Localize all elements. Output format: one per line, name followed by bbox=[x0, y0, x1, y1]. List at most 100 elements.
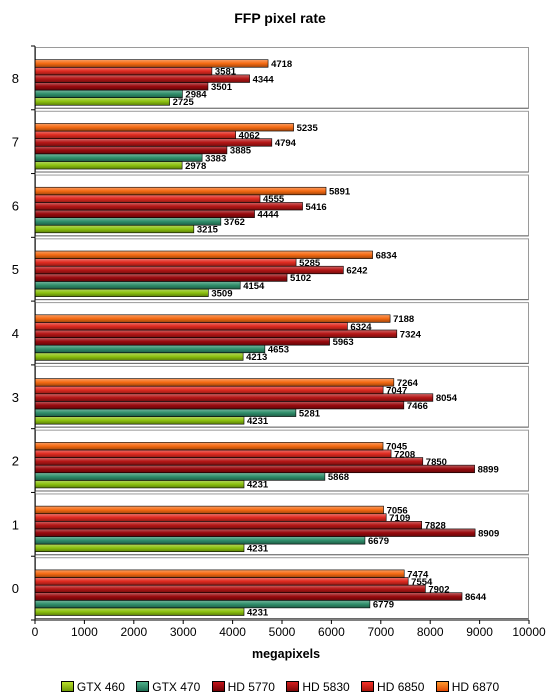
legend-item: HD 5770 bbox=[211, 679, 275, 694]
y-tick-label: 4 bbox=[12, 326, 19, 341]
data-label: 7109 bbox=[389, 513, 410, 524]
bar bbox=[34, 416, 245, 425]
x-tick-label: 1000 bbox=[71, 625, 98, 639]
legend-item: HD 6850 bbox=[361, 679, 424, 694]
bar bbox=[34, 378, 395, 387]
data-label: 3581 bbox=[215, 67, 237, 78]
bar bbox=[34, 584, 426, 593]
data-label: 7047 bbox=[386, 386, 407, 397]
legend-swatch bbox=[211, 681, 225, 693]
bar bbox=[34, 599, 371, 609]
legend-swatch bbox=[361, 681, 375, 693]
y-tick-label: 8 bbox=[12, 71, 19, 86]
bar bbox=[34, 513, 387, 522]
x-axis-title: megapixels bbox=[252, 647, 320, 661]
bar bbox=[34, 352, 244, 361]
data-label: 7902 bbox=[428, 585, 449, 596]
y-tick-label: 7 bbox=[12, 135, 19, 150]
data-label: 3762 bbox=[224, 217, 245, 228]
data-label: 7474 bbox=[407, 569, 429, 580]
bar bbox=[34, 161, 183, 170]
bar bbox=[34, 281, 241, 290]
x-tick-label: 6000 bbox=[318, 625, 345, 639]
chart-legend: GTX 460 GTX 470 HD 5770 HD 5830 HD 6850 … bbox=[0, 679, 560, 694]
legend-item: HD 5830 bbox=[286, 679, 350, 694]
legend-label: HD 6870 bbox=[451, 679, 500, 694]
bar bbox=[34, 592, 463, 601]
legend-label: GTX 460 bbox=[76, 679, 125, 694]
bar bbox=[34, 401, 405, 410]
y-tick-label: 2 bbox=[12, 454, 19, 469]
data-label: 8054 bbox=[436, 393, 458, 404]
data-label: 6834 bbox=[376, 250, 398, 261]
data-label: 4213 bbox=[246, 352, 267, 363]
data-label: 3501 bbox=[211, 82, 233, 93]
data-label: 4231 bbox=[247, 480, 269, 491]
bar bbox=[34, 505, 384, 515]
legend-swatch bbox=[136, 681, 150, 693]
legend-label: HD 5770 bbox=[227, 679, 275, 694]
data-label: 7828 bbox=[425, 521, 446, 532]
x-tick-label: 8000 bbox=[417, 625, 444, 639]
data-label: 4555 bbox=[263, 194, 285, 205]
bar bbox=[34, 569, 405, 578]
data-label: 3885 bbox=[230, 146, 252, 157]
data-label: 4231 bbox=[247, 607, 269, 618]
bar bbox=[34, 82, 209, 91]
data-label: 7208 bbox=[394, 449, 415, 460]
data-label: 3509 bbox=[211, 288, 232, 299]
data-label: 4653 bbox=[268, 345, 289, 356]
bar bbox=[34, 385, 384, 395]
bar bbox=[34, 480, 245, 489]
bar bbox=[34, 217, 222, 226]
data-label: 6242 bbox=[346, 266, 367, 277]
bar bbox=[34, 536, 366, 545]
data-label: 4344 bbox=[253, 74, 275, 85]
bar bbox=[34, 224, 195, 234]
data-label: 8899 bbox=[478, 465, 499, 476]
data-label: 4794 bbox=[275, 138, 297, 149]
data-label: 4718 bbox=[271, 59, 292, 70]
bar bbox=[34, 258, 297, 267]
data-label: 4231 bbox=[247, 416, 269, 427]
bar bbox=[34, 344, 266, 354]
bar bbox=[34, 457, 424, 466]
y-tick-label: 1 bbox=[12, 517, 19, 532]
bar bbox=[34, 89, 183, 98]
bar bbox=[34, 194, 261, 203]
bar bbox=[34, 66, 213, 76]
bar bbox=[34, 153, 203, 162]
data-label: 8644 bbox=[465, 592, 487, 603]
data-label: 7264 bbox=[397, 378, 419, 389]
y-tick-label: 5 bbox=[12, 262, 19, 277]
x-tick-label: 2000 bbox=[120, 625, 147, 639]
data-label: 6324 bbox=[350, 322, 372, 333]
legend-label: GTX 470 bbox=[152, 679, 201, 694]
bar bbox=[34, 209, 255, 218]
x-tick-label: 3000 bbox=[170, 625, 197, 639]
bar bbox=[34, 464, 475, 474]
bar bbox=[34, 442, 384, 451]
x-tick-label: 7000 bbox=[367, 625, 394, 639]
data-label: 5416 bbox=[306, 202, 327, 213]
x-tick-label: 10000 bbox=[512, 625, 546, 639]
legend-swatch bbox=[286, 681, 300, 693]
data-label: 5891 bbox=[329, 187, 351, 198]
data-label: 5285 bbox=[299, 258, 321, 269]
bar bbox=[34, 521, 423, 530]
data-label: 7850 bbox=[426, 457, 447, 468]
data-label: 4154 bbox=[243, 281, 265, 292]
data-label: 4231 bbox=[247, 544, 269, 555]
y-tick-label: 0 bbox=[12, 581, 19, 596]
bar bbox=[34, 393, 434, 402]
bar bbox=[34, 250, 373, 259]
bar bbox=[34, 145, 228, 155]
data-label: 7188 bbox=[393, 314, 414, 325]
bar bbox=[34, 543, 245, 553]
y-tick-label: 3 bbox=[12, 390, 19, 405]
data-label: 5868 bbox=[328, 472, 349, 483]
data-label: 6779 bbox=[373, 600, 394, 611]
bar bbox=[34, 130, 236, 139]
data-label: 5102 bbox=[290, 273, 311, 284]
